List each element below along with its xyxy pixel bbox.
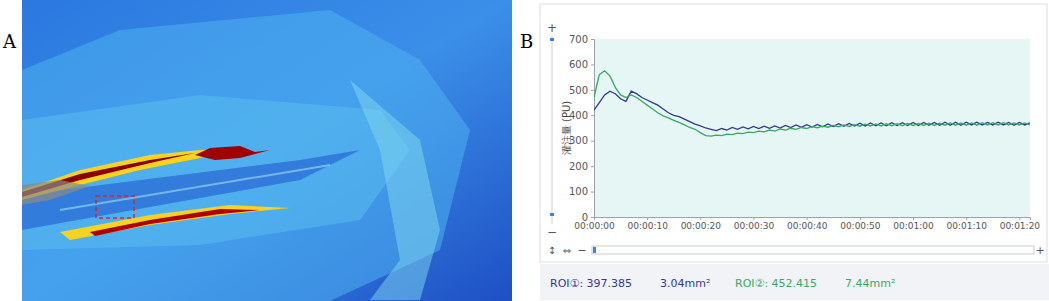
footer: ROI①: 397.385 3.04mm² ROI②: 452.415 7.44mm²: [540, 264, 1049, 300]
y-tick: 200: [569, 161, 594, 172]
zoom-in[interactable]: +: [547, 21, 557, 35]
x-axis-line: [595, 218, 1031, 221]
y-tick-mark: [591, 90, 594, 91]
y-tick-label: 200: [569, 161, 588, 172]
vertical-toggle[interactable]: ↕: [548, 245, 556, 256]
y-tick-label: 100: [569, 186, 588, 197]
figure: AB010020030040050060070000:00:0000:00:10…: [0, 0, 1049, 301]
y-tick-mark: [591, 115, 594, 116]
tissue-region: [22, 10, 470, 301]
x-tick-label: 00:00:40: [787, 221, 828, 231]
x-tick-mark: [913, 217, 914, 220]
zoom-out[interactable]: −: [547, 225, 557, 239]
y-tick-label: 500: [569, 85, 588, 96]
flow-streak-red: [90, 209, 260, 236]
x-tick-label: 00:00:00: [574, 221, 615, 231]
x-tick-mark: [1019, 217, 1020, 220]
x-tick: 00:00:50: [840, 217, 881, 231]
v-slider-handle: [550, 38, 554, 41]
y-tick: 400: [569, 110, 594, 121]
x-tick: 00:01:00: [893, 217, 934, 231]
y-tick: 600: [569, 59, 594, 70]
flow-streak-yellow: [60, 205, 290, 240]
x-tick-label: 00:01:10: [946, 221, 987, 231]
x-tick-mark: [807, 217, 808, 220]
series-lines: [594, 71, 1030, 136]
y-tick-mark: [591, 166, 594, 167]
y-tick-mark: [591, 192, 594, 193]
x-tick-label: 00:00:20: [681, 221, 722, 231]
y-tick-label: 700: [569, 34, 588, 45]
y-tick-mark: [591, 217, 594, 218]
h-zoom-out[interactable]: −: [577, 244, 586, 257]
x-tick: 00:00:30: [734, 217, 775, 231]
y-tick-mark: [591, 141, 594, 142]
x-tick: 00:00:40: [787, 217, 828, 231]
h-zoom-in[interactable]: +: [1035, 244, 1044, 257]
noise-region: [22, 180, 90, 205]
y-tick-mark: [591, 39, 594, 40]
x-tick: 00:01:10: [946, 217, 987, 231]
tissue-region: [22, 95, 410, 250]
roi-area: 7.44mm²: [845, 277, 895, 290]
x-tick-mark: [594, 217, 595, 220]
x-tick-mark: [754, 217, 755, 220]
x-tick-label: 00:00:10: [627, 221, 668, 231]
chart-frame: [540, 4, 1047, 262]
h-slider-handle: [593, 247, 596, 253]
y-tick: 300: [569, 135, 594, 146]
y-tick: 700: [569, 34, 594, 45]
y-tick-mark: [591, 64, 594, 65]
y-tick-label: 600: [569, 59, 588, 70]
roi-box: [96, 196, 134, 218]
x-tick-mark: [647, 217, 648, 220]
roi-value: ROI②: 452.415: [735, 277, 817, 290]
flow-streak-red: [195, 146, 270, 160]
y-axis-line: [591, 40, 595, 218]
x-tick: 00:00:20: [681, 217, 722, 231]
panel-a: [22, 0, 512, 301]
series-line: [594, 71, 1030, 136]
x-tick-label: 00:01:20: [1000, 221, 1041, 231]
plot-area: [594, 39, 1030, 217]
x-tick-mark: [700, 217, 701, 220]
speckle-background: [22, 0, 512, 301]
y-tick: 100: [569, 186, 594, 197]
horizontal-toggle[interactable]: ⇔: [563, 245, 571, 256]
panel-label: A: [2, 31, 17, 52]
panel-label: B: [520, 31, 533, 52]
x-tick-mark: [966, 217, 967, 220]
footer-bar: [540, 264, 1049, 300]
x-axis: 00:00:00 00:00:10 00:00:20 00:00:30 00:00:40…: [574, 217, 1040, 231]
panel-b: 010020030040050060070000:00:0000:00:1000…: [540, 4, 1049, 300]
x-tick-mark: [860, 217, 861, 220]
x-tick-label: 00:00:50: [840, 221, 881, 231]
roi-area: 3.04mm²: [660, 277, 710, 290]
y-axis-title: 灌注量 (PU): [561, 101, 572, 155]
x-tick: 00:00:10: [627, 217, 668, 231]
h-slider-track: [592, 246, 1034, 254]
tissue-edge: [350, 80, 440, 300]
x-tick: 00:00:00: [574, 217, 615, 231]
controls: + − ↕ ⇔− +: [547, 21, 1045, 257]
y-axis: 0100200300400500600700: [569, 34, 595, 223]
x-tick-label: 00:00:30: [734, 221, 775, 231]
x-tick: 00:01:20: [1000, 217, 1041, 231]
v-slider-handle: [550, 213, 554, 216]
roi-value: ROI①: 397.385: [550, 277, 632, 290]
v-slider-track: [552, 36, 553, 224]
x-tick-label: 00:01:00: [893, 221, 934, 231]
y-tick: 500: [569, 85, 594, 96]
